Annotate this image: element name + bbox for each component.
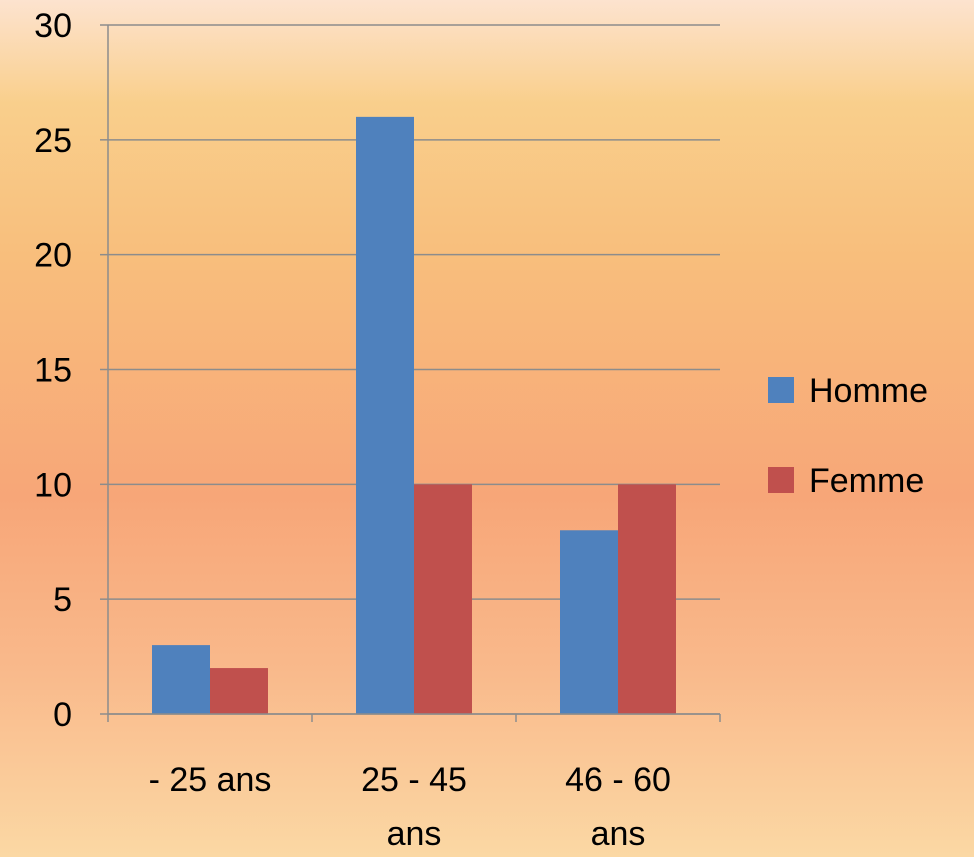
- bar-femme-2: [618, 484, 676, 714]
- y-tick-label: 20: [34, 237, 72, 275]
- y-tick-label: 10: [34, 466, 72, 504]
- legend-swatch-femme: [768, 467, 794, 493]
- bar-femme-1: [414, 484, 472, 714]
- y-tick-label: 25: [34, 122, 72, 160]
- legend-label-homme: Homme: [809, 372, 928, 410]
- y-tick-label: 0: [53, 696, 72, 734]
- axes: [100, 24, 721, 722]
- bar-homme-2: [560, 530, 618, 714]
- legend-swatch-homme: [768, 377, 794, 403]
- bar-homme-1: [356, 116, 414, 714]
- x-tick-label: - 25 ans: [149, 761, 272, 799]
- x-tick-label: 46 - 60 ans: [565, 761, 671, 853]
- y-tick-label: 5: [53, 581, 72, 619]
- x-axis-tick-labels: - 25 ans 25 - 45 ans 46 - 60 ans: [149, 761, 671, 853]
- bar-femme-0: [210, 668, 268, 714]
- bar-homme-0: [152, 645, 210, 714]
- legend-label-femme: Femme: [809, 462, 924, 500]
- y-axis-tick-labels: 0 5 10 15 20 25 30: [34, 7, 72, 734]
- y-tick-label: 30: [34, 7, 72, 45]
- x-tick-label: 25 - 45 ans: [361, 761, 467, 853]
- legend: Homme Femme: [768, 372, 928, 500]
- y-tick-label: 15: [34, 352, 72, 390]
- bars: [152, 116, 676, 714]
